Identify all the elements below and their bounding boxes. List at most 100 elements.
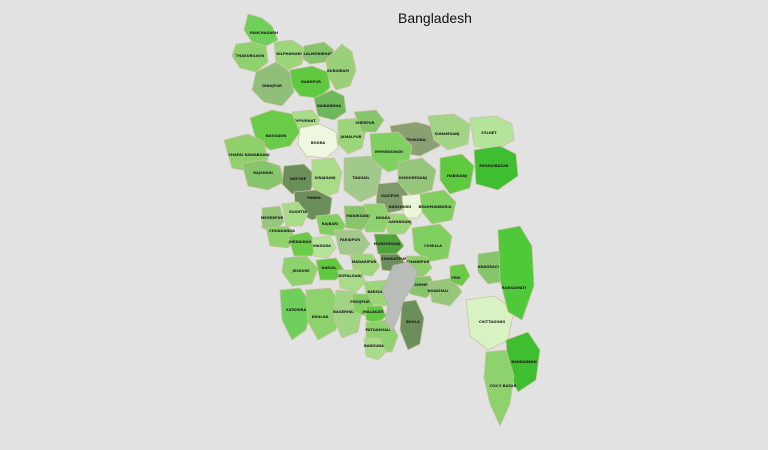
district-shape-satkhira[interactable] — [279, 287, 313, 341]
district-label-habiganj: HABIGANJ — [447, 174, 467, 178]
district-shape-narayanganj[interactable] — [383, 213, 413, 235]
district-shape-rangamati[interactable] — [497, 225, 535, 321]
district-label-sirajganj: SIRAJGANJ — [315, 176, 336, 180]
district-habiganj[interactable]: HABIGANJ — [439, 153, 475, 195]
district-label-manikganj: MANIKGANJ — [346, 214, 370, 218]
district-gaibandha[interactable]: GAIBANDHA — [313, 89, 347, 121]
district-shape-rangpur[interactable] — [289, 65, 331, 99]
district-faridpur[interactable]: FARIDPUR — [333, 229, 371, 257]
district-bhola[interactable]: BHOLA — [399, 299, 425, 351]
district-label-feni: FENI — [451, 276, 460, 280]
district-kushtia[interactable]: KUSHTIA — [281, 201, 309, 227]
district-sherpur[interactable]: SHERPUR — [353, 109, 385, 133]
district-shape-feni[interactable] — [449, 263, 471, 287]
district-label-rangpur: RANGPUR — [301, 80, 321, 84]
district-label-kushtia: KUSHTIA — [289, 210, 307, 214]
district-barguna[interactable]: BARGUNA — [363, 337, 387, 361]
district-shape-sylhet[interactable] — [469, 115, 515, 151]
district-shape-comilla[interactable] — [411, 223, 453, 263]
district-label-pabna: PABNA — [307, 196, 321, 200]
district-label-naogaon: NAOGAON — [266, 134, 287, 138]
district-label-noakhali: NOAKHALI — [428, 289, 449, 293]
district-label-narsingdi: NARSINGDI — [389, 205, 412, 209]
district-moulvibazar[interactable]: MOULVIBAZAR — [473, 145, 519, 191]
district-brahmanbaria[interactable]: BRAHMANBARIA — [418, 189, 457, 225]
district-label-nilphamari: NILPHAMARI — [276, 52, 302, 56]
district-bogra[interactable]: BOGRA — [297, 123, 339, 159]
district-label-netrokona: NETROKONA — [400, 138, 425, 142]
district-shape-thakurgaon[interactable] — [231, 41, 269, 73]
district-rangpur[interactable]: RANGPUR — [289, 65, 331, 99]
district-shape-brahmanbaria[interactable] — [419, 189, 457, 225]
district-narayanganj[interactable]: NARAYANGANJ — [382, 213, 413, 235]
district-noakhali[interactable]: NOAKHALI — [427, 277, 463, 307]
district-label-lakshmipur: LAKSHMIPUR — [407, 283, 434, 287]
district-sirajganj[interactable]: SIRAJGANJ — [311, 157, 343, 199]
district-jessore[interactable]: JESSORE — [281, 255, 319, 287]
river-delta — [381, 261, 419, 333]
district-shape-sunamganj[interactable] — [427, 113, 471, 151]
district-label-lalmonirhat: LALMONIRHAT — [303, 52, 333, 56]
district-shape-kurigram[interactable] — [325, 43, 357, 91]
district-shape-sherpur[interactable] — [353, 109, 385, 133]
district-sunamganj[interactable]: SUNAMGANJ — [427, 113, 471, 151]
district-thakurgaon[interactable]: THAKURGAON — [231, 41, 269, 73]
district-shape-panchagarh[interactable] — [243, 13, 279, 47]
district-manikganj[interactable]: MANIKGANJ — [343, 205, 371, 231]
district-natore[interactable]: NATORE — [281, 163, 317, 195]
district-label-magura: MAGURA — [313, 244, 331, 248]
district-jhalakati[interactable]: JHALAKATI — [361, 305, 387, 325]
district-shape-cox-s-bazar[interactable] — [483, 349, 515, 427]
district-khulna[interactable]: KHULNA — [305, 287, 341, 341]
district-cox-s-bazar[interactable]: COX'S BAZAR — [483, 349, 517, 427]
district-shape-sirajganj[interactable] — [311, 157, 343, 199]
district-shape-munshiganj[interactable] — [373, 233, 405, 257]
district-munshiganj[interactable]: MUNSHIGANJ — [373, 233, 405, 257]
district-label-rajbari: RAJBARI — [322, 222, 339, 226]
district-shape-barguna[interactable] — [363, 337, 387, 361]
district-label-sunamganj: SUNAMGANJ — [435, 132, 460, 136]
district-shape-dinajpur[interactable] — [251, 61, 295, 107]
district-shape-khulna[interactable] — [305, 287, 341, 341]
district-rajshahi[interactable]: RAJSHAHI — [241, 159, 285, 191]
district-shape-bhola[interactable] — [399, 299, 425, 351]
district-shape-jessore[interactable] — [281, 255, 319, 287]
district-rangamati[interactable]: RANGAMATI — [497, 225, 535, 321]
district-shape-rajshahi[interactable] — [241, 159, 285, 191]
district-label-moulvibazar: MOULVIBAZAR — [479, 164, 508, 168]
district-label-panchagarh: PANCHAGARH — [250, 31, 278, 35]
district-label-dinajpur: DINAJPUR — [262, 84, 282, 88]
district-shape-noakhali[interactable] — [427, 277, 463, 307]
district-label-sylhet: SYLHET — [481, 131, 497, 135]
district-label-chandpur: CHANDPUR — [407, 260, 430, 264]
district-shape-manikganj[interactable] — [343, 205, 371, 231]
district-shape-kushtia[interactable] — [281, 201, 309, 227]
district-label-rangamati: RANGAMATI — [502, 286, 526, 290]
district-shape-faridpur[interactable] — [333, 229, 371, 257]
district-shape-moulvibazar[interactable] — [473, 145, 519, 191]
district-label-bandarban: BANDARBAN — [511, 360, 537, 364]
district-panchagarh[interactable]: PANCHAGARH — [243, 13, 279, 47]
district-label-barguna: BARGUNA — [364, 344, 384, 348]
district-label-patuakhali: PATUAKHALI — [365, 328, 390, 332]
district-sylhet[interactable]: SYLHET — [469, 115, 515, 151]
district-dinajpur[interactable]: DINAJPUR — [251, 61, 295, 107]
district-shape-magura[interactable] — [311, 235, 337, 259]
district-label-dhaka: DHAKA — [376, 216, 391, 220]
district-shape-habiganj[interactable] — [439, 153, 475, 195]
district-shape-gaibandha[interactable] — [313, 89, 347, 121]
district-shape-bogra[interactable] — [297, 123, 339, 159]
district-shape-jhalakati[interactable] — [365, 305, 387, 325]
district-label-jhenaidah: JHENAIDAH — [288, 240, 312, 244]
district-label-gaibandha: GAIBANDHA — [317, 104, 342, 108]
district-gopalganj[interactable]: GOPALGANJ — [337, 269, 367, 293]
district-comilla[interactable]: COMILLA — [411, 223, 453, 263]
district-satkhira[interactable]: SATKHIRA — [279, 287, 313, 341]
district-magura[interactable]: MAGURA — [311, 235, 337, 259]
district-shape-gopalganj[interactable] — [337, 269, 367, 293]
district-label-barisal: BARISAL — [367, 290, 385, 294]
district-kurigram[interactable]: KURIGRAM — [325, 43, 357, 91]
district-feni[interactable]: FENI — [449, 263, 471, 287]
district-label-meherpur: MEHERPUR — [261, 216, 284, 220]
